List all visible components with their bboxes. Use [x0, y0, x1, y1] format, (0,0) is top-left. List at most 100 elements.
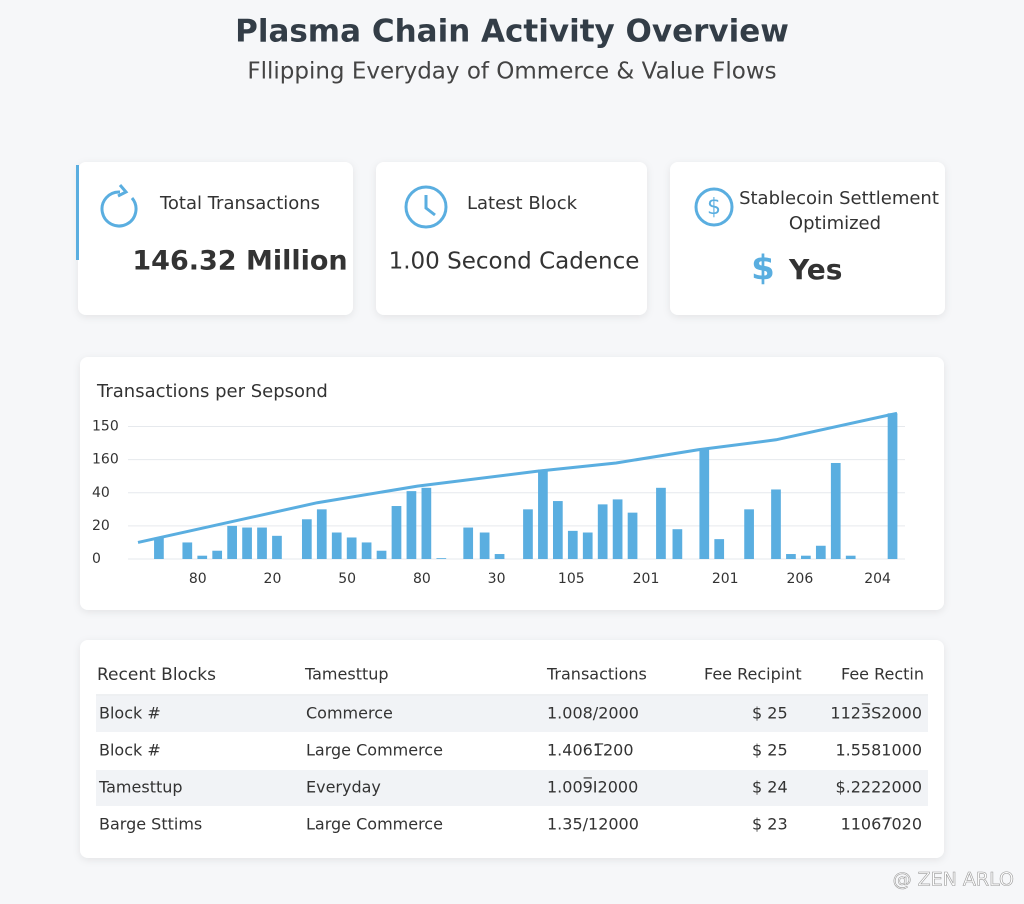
bar [523, 509, 533, 559]
card-label: Stablecoin Settlement [739, 188, 939, 209]
bar [656, 487, 666, 559]
bar [331, 532, 342, 559]
table: Block # Commerce 1.008/2000 $ 25 1123̅S2000 B… [96, 665, 928, 834]
y-tick-label: 150 [92, 419, 119, 435]
icon-refresh [100, 184, 138, 228]
bar [346, 537, 357, 559]
table-header: Fee Recipint [704, 665, 802, 684]
bar [538, 469, 548, 559]
table-cell: Barge Sttims [99, 815, 202, 834]
bar [567, 530, 578, 559]
chart: 0 20 40 160 150 80 20 50 80 30 105 201 201 206 204 [92, 411, 905, 587]
chart-title: Transactions per Sepsond [96, 381, 328, 402]
bar [154, 537, 164, 559]
card [78, 162, 353, 315]
trend-line [137, 411, 898, 544]
x-tick-label: 30 [488, 571, 506, 587]
bar [786, 554, 796, 559]
table-cell: 1.008/2000 [547, 704, 639, 723]
table-cell: $ 24 [752, 778, 788, 797]
icon-glyph: $ [707, 195, 721, 220]
bar [391, 506, 402, 559]
table-header: Recent Blocks [97, 665, 216, 685]
watermark: @ ZEN ARLO [893, 869, 1014, 891]
x-tick-label: 20 [264, 571, 282, 587]
page-subtitle: Fllipping Everyday of Ommerce & Value Fl… [247, 59, 776, 85]
card-value: 146.32 Million [132, 246, 347, 277]
y-tick-label: 20 [92, 518, 110, 534]
bar [182, 542, 193, 559]
table-cell: 1.35/12000 [547, 815, 639, 834]
x-tick-label: 80 [189, 571, 207, 587]
bar [463, 527, 474, 559]
page-title: Plasma Chain Activity Overview [235, 14, 789, 50]
icon-clock [404, 185, 448, 229]
bar [479, 532, 490, 559]
bar [436, 558, 447, 559]
y-tick-label: 40 [92, 485, 110, 501]
bar [301, 519, 312, 559]
card-label: Latest Block [467, 193, 578, 214]
bar [421, 487, 432, 559]
table-cell: Large Commerce [306, 741, 443, 760]
chart-card [80, 357, 944, 610]
table-cell: $.2222000 [835, 778, 922, 797]
bar [257, 527, 267, 559]
bar [815, 545, 826, 559]
row-background [96, 696, 928, 732]
table-cell: Everyday [306, 778, 381, 797]
bar [714, 539, 725, 559]
icon-dollar [694, 187, 734, 227]
table-cell: 1123̅S2000 [830, 704, 922, 723]
table-cell: $ 25 [752, 704, 788, 723]
table-header: Tamesttup [304, 665, 389, 684]
bar [744, 509, 754, 559]
table-cell: Tamesttup [98, 778, 183, 797]
card-symbol: $ [751, 249, 775, 289]
x-tick-label: 105 [558, 571, 585, 587]
bar [887, 413, 898, 559]
table-cell: $ 23 [752, 815, 788, 834]
x-tick-label: 50 [338, 571, 356, 587]
table-header: Fee Rectin [841, 665, 924, 684]
y-tick-label: 0 [92, 551, 101, 567]
table-cell: Commerce [306, 704, 393, 723]
x-tick-label: 201 [712, 571, 739, 587]
bar [672, 529, 683, 559]
bar [627, 512, 638, 559]
table-cell: 1.4061̅200 [547, 741, 634, 760]
table-cell: 1.009̅I2000 [547, 778, 638, 797]
card-label: Optimized [789, 213, 881, 234]
card [376, 162, 647, 315]
table-header: Transactions [546, 665, 647, 684]
bar [212, 550, 223, 559]
bar [597, 504, 608, 559]
bar [830, 462, 841, 559]
x-tick-label: 204 [864, 571, 891, 587]
table-cell: Block # [99, 704, 161, 723]
table-cell: 1.5581000 [835, 741, 922, 760]
bar [376, 550, 387, 559]
card-value: Yes [788, 253, 842, 286]
bar [582, 532, 593, 559]
card-value: 1.00 Second Cadence [389, 249, 640, 275]
bar [361, 542, 372, 559]
bar [272, 535, 282, 559]
card-label: Total Transactions [159, 193, 320, 214]
y-tick-label: 160 [92, 452, 119, 468]
x-tick-label: 201 [633, 571, 660, 587]
bar [494, 554, 505, 559]
x-tick-label: 206 [787, 571, 814, 587]
table-cell: Large Commerce [306, 815, 443, 834]
bar [845, 555, 856, 559]
x-tick-label: 80 [413, 571, 431, 587]
table-cell: Block # [99, 741, 161, 760]
bar [699, 448, 710, 559]
bar [612, 499, 623, 559]
bar [801, 555, 811, 559]
card [670, 162, 945, 315]
bar [242, 527, 252, 559]
bar [771, 489, 781, 559]
bar [406, 491, 417, 559]
